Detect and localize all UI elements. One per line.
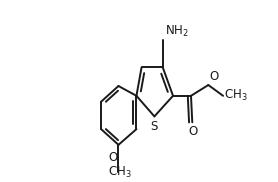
Text: O: O: [188, 125, 198, 138]
Text: S: S: [151, 120, 158, 133]
Text: O: O: [108, 151, 118, 164]
Text: O: O: [209, 70, 219, 83]
Text: CH$_3$: CH$_3$: [108, 165, 131, 180]
Text: NH$_2$: NH$_2$: [165, 24, 189, 39]
Text: CH$_3$: CH$_3$: [224, 88, 248, 103]
